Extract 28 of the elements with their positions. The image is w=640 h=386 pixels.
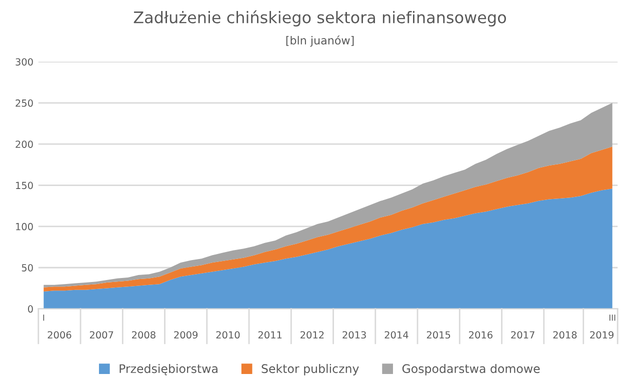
legend-label: Przedsiębiorstwa xyxy=(120,364,218,376)
x2-tick-label: 2017 xyxy=(511,331,534,339)
x2-tick-label: 2008 xyxy=(132,331,156,339)
x2-tick-label: 2012 xyxy=(300,331,324,339)
legend-label: Gospodarstwa domowe xyxy=(402,364,540,376)
x-tick-label: III xyxy=(609,314,616,321)
x2-tick-label: 2016 xyxy=(469,331,492,339)
chart-title: Zadłużenie chińskiego sektora niefinansowego xyxy=(134,10,506,26)
x2-tick-label: 2019 xyxy=(590,331,614,339)
x2-tick-label: 2015 xyxy=(426,331,450,339)
x2-tick-label: 2018 xyxy=(553,331,577,339)
y-tick-label: 150 xyxy=(16,182,33,190)
x-tick-label: I xyxy=(43,314,44,321)
x2-tick-label: 2009 xyxy=(174,331,198,339)
x2-tick-label: 2014 xyxy=(384,331,408,339)
x2-tick-label: 2010 xyxy=(216,331,240,339)
y-tick-label: 300 xyxy=(16,58,33,66)
y-tick-label: 0 xyxy=(28,305,33,313)
y-tick-label: 100 xyxy=(16,222,33,230)
x2-tick-label: 2011 xyxy=(258,331,282,339)
x2-tick-label: 2007 xyxy=(90,331,114,339)
y-tick-label: 200 xyxy=(16,140,33,148)
legend-label: Sektor publiczny xyxy=(262,364,359,376)
x2-tick-label: 2006 xyxy=(48,331,72,339)
chart-subtitle: [bln juanów] xyxy=(286,36,354,47)
y-tick-label: 50 xyxy=(22,264,33,272)
x2-tick-label: 2013 xyxy=(342,331,366,339)
y-tick-label: 250 xyxy=(16,99,33,107)
